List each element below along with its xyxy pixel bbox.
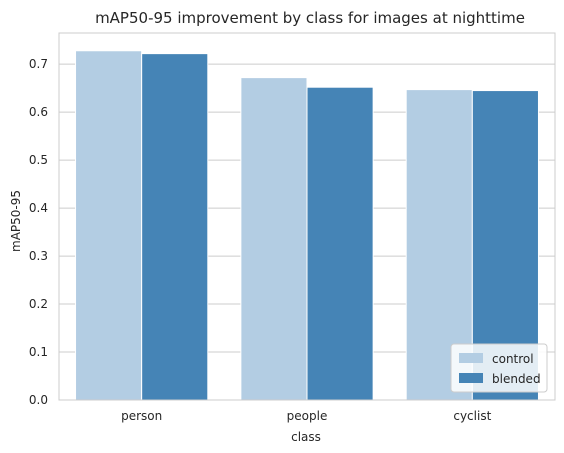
bar-control-people [240, 77, 308, 401]
x-axis-label: class [291, 430, 321, 444]
x-tick-label: cyclist [453, 409, 491, 423]
plot-area-frame [58, 32, 556, 401]
y-axis-label: mAP50-95 [9, 190, 23, 252]
legend-label-control: control [492, 352, 534, 366]
y-tick-label: 0.3 [29, 249, 48, 263]
y-tick-label: 0.7 [29, 57, 48, 71]
bar-control-person [75, 50, 143, 401]
x-tick-labels: person people cyclist [121, 409, 491, 423]
y-tick-labels: 0.0 0.1 0.2 0.3 0.4 0.5 0.6 0.7 [29, 57, 48, 407]
y-tick-label: 0.2 [29, 297, 48, 311]
legend: control blended [450, 343, 548, 393]
x-tick-label: person [121, 409, 162, 423]
y-tick-label: 0.0 [29, 393, 48, 407]
y-tick-label: 0.5 [29, 153, 48, 167]
legend-swatch-control [459, 353, 483, 363]
y-tick-label: 0.6 [29, 105, 48, 119]
bar-blended-person [141, 53, 209, 401]
legend-label-blended: blended [492, 372, 541, 386]
bar-blended-people [306, 86, 374, 401]
chart-title: mAP50-95 improvement by class for images… [95, 9, 525, 27]
legend-swatch-blended [459, 373, 483, 383]
x-tick-label: people [287, 409, 328, 423]
y-tick-label: 0.4 [29, 201, 48, 215]
y-tick-label: 0.1 [29, 345, 48, 359]
